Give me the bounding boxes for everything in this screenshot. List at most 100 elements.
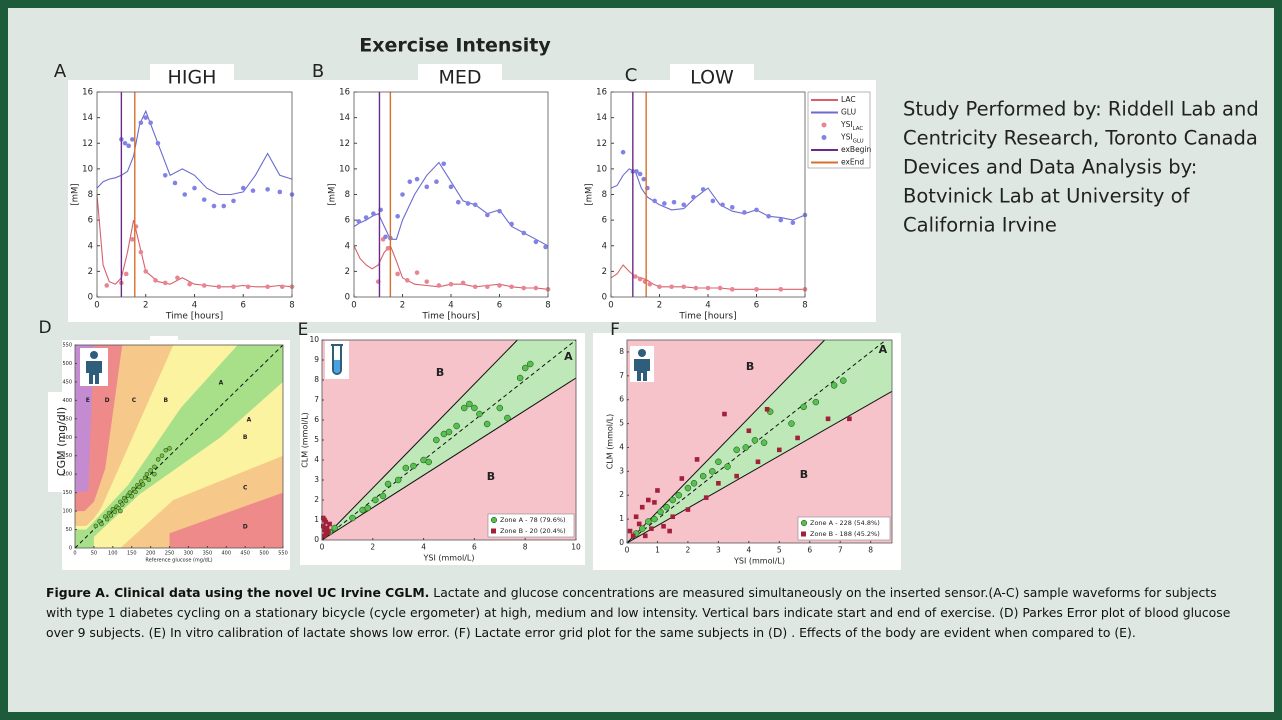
identity-line: [321, 339, 577, 541]
ysi_lac-point: [201, 283, 207, 288]
plot-area: [354, 92, 548, 297]
y-tick-label: 400: [62, 398, 72, 404]
ysi_glu-point: [407, 179, 413, 184]
figure-title: Exercise Intensity: [359, 35, 551, 57]
ysi_lac-point: [472, 284, 478, 290]
x-tick-label: 0: [625, 546, 630, 555]
x-axis-label: Time [hours]: [165, 312, 223, 322]
y-tick-label: 150: [62, 490, 72, 496]
x-tick-label: 0: [608, 301, 613, 311]
intensity-label: LOW: [690, 67, 734, 89]
ysi_glu-point: [766, 213, 771, 219]
data-point: [460, 404, 468, 412]
y-tick-label: 6: [88, 216, 93, 226]
x-axis-label: Time [hours]: [421, 312, 479, 322]
data-point: [825, 416, 831, 422]
data-point: [349, 514, 356, 522]
plot-area: [97, 92, 292, 297]
ysi_lac-point: [497, 283, 502, 288]
ysi_lac-point: [533, 285, 539, 291]
zone-label: B: [163, 397, 168, 404]
data-point: [496, 404, 504, 412]
ysi_glu-point: [122, 140, 128, 146]
ysi_lac-point: [485, 284, 490, 290]
x-tick-label: 5: [777, 546, 782, 555]
data-point: [709, 468, 716, 475]
y-tick-label: 7: [619, 371, 624, 380]
x-tick-label: 6: [472, 543, 477, 552]
data-point: [724, 463, 731, 470]
ysi_lac-point: [153, 278, 158, 283]
y-tick-label: 5: [619, 419, 624, 428]
data-point: [327, 521, 332, 527]
y-tick-label: 12: [339, 139, 350, 149]
ysi_glu-point: [441, 161, 447, 167]
y-tick-label: 4: [602, 241, 607, 251]
y-tick-label: 10: [596, 164, 607, 174]
data-point: [504, 414, 511, 422]
legend-swatch: [821, 135, 827, 140]
ysi_glu-point: [465, 201, 471, 206]
legend-label: YSILAC: [840, 120, 863, 132]
ysi_lac-point: [162, 280, 168, 286]
legend-subscript: LAC: [853, 126, 864, 132]
ysi_glu-point: [201, 197, 207, 202]
data-point: [322, 527, 327, 533]
ysi_glu-point: [148, 120, 153, 126]
intensity-label: HIGH: [168, 67, 217, 89]
data-point: [112, 509, 117, 515]
data-point: [751, 437, 759, 444]
ysi_glu-point: [126, 143, 131, 149]
x-tick-label: 6: [807, 546, 812, 555]
x-tick-label: 8: [802, 301, 807, 311]
y-tick-label: 8: [88, 190, 93, 200]
y-tick-label: 8: [619, 347, 624, 356]
legend-box: [807, 91, 871, 169]
legend-swatch: [801, 531, 806, 537]
ysi_glu-point: [634, 169, 639, 174]
data-point: [167, 446, 172, 451]
plot-frame: [321, 339, 577, 541]
x-tick-label: 2: [143, 301, 148, 311]
ysi_lac-point: [130, 237, 135, 242]
ysi_lac-point: [729, 287, 735, 292]
ysi_lac-point: [509, 284, 514, 290]
zone-label: B: [746, 360, 754, 373]
panel-letter: E: [298, 320, 309, 340]
x-tick-label: 6: [241, 301, 246, 311]
y-tick-label: 4: [88, 241, 93, 251]
y-tick-label: 2: [619, 490, 624, 499]
data-point: [323, 519, 329, 525]
data-point: [716, 480, 721, 486]
y-tick-label: 10: [82, 164, 93, 174]
study-text-line: California Irvine: [903, 214, 1057, 237]
zone-label: C: [132, 397, 137, 404]
data-point: [776, 447, 782, 453]
data-point: [118, 508, 123, 514]
data-point: [466, 400, 473, 408]
test-tube-liquid: [334, 360, 340, 373]
d-ylabel-background: [48, 392, 76, 492]
ysi_lac-point: [637, 276, 643, 282]
y-tick-label: 1: [619, 514, 624, 523]
y-tick-label: 0: [619, 538, 624, 547]
data-point: [684, 484, 692, 492]
y-tick-label: 250: [62, 453, 72, 459]
x-tick-label: 4: [448, 301, 453, 311]
y-tick-label: 14: [82, 113, 93, 123]
ysi_lac-point: [657, 284, 662, 290]
y-tick-label: 14: [596, 113, 607, 123]
zone-label: A: [564, 350, 573, 363]
legend-label: exBegin: [841, 145, 872, 154]
data-point: [394, 476, 402, 484]
zone-label: C: [243, 484, 248, 491]
data-point: [163, 447, 169, 453]
data-point: [142, 475, 148, 481]
ysi_lac-point: [216, 284, 222, 290]
ysi_glu-point: [671, 199, 677, 205]
data-point: [669, 496, 676, 504]
y-axis-label: CGM (mg/dl): [55, 407, 68, 476]
ysi_glu-point: [521, 230, 527, 236]
y-tick-label: 450: [62, 379, 72, 385]
data-point: [722, 411, 727, 417]
